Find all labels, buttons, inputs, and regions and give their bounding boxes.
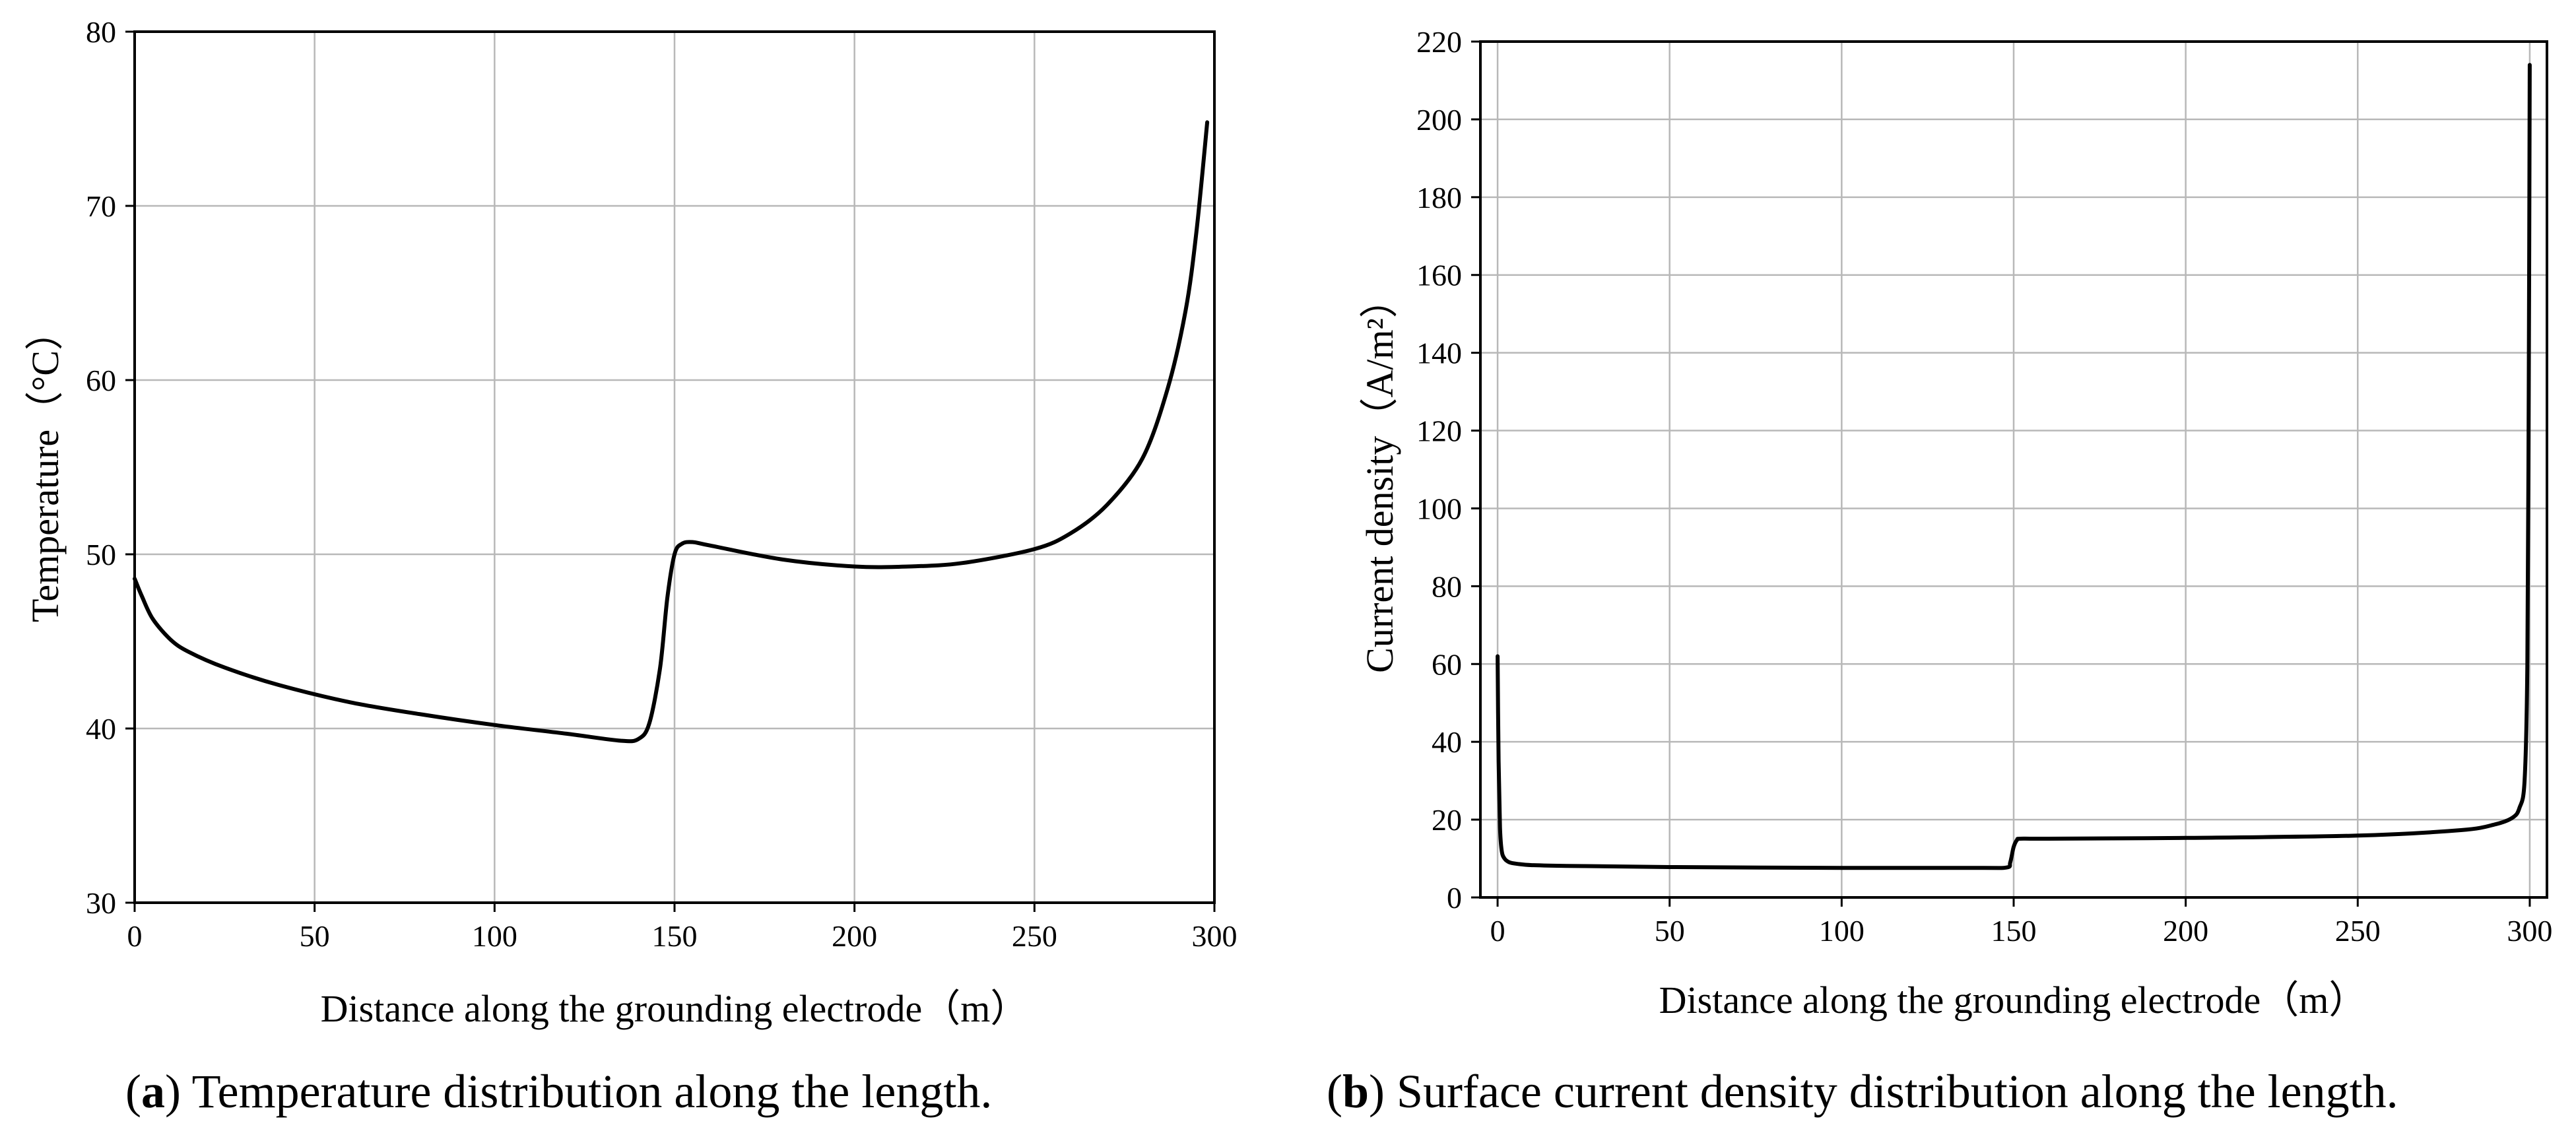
chart-a-y-tick-label: 80 (86, 15, 116, 49)
chart-b-x-tick-label: 100 (1819, 914, 1865, 948)
chart-b-y-ticks: 0 20 40 60 80 100 120 140 160 180 200 220 (1416, 25, 1480, 915)
chart-b-x-ticks: 0 50 100 150 200 250 300 (1490, 897, 2552, 948)
chart-b-y-tick-label: 160 (1416, 259, 1462, 292)
chart-b-x-tick-label: 0 (1490, 914, 1505, 948)
chart-b-y-tick-label: 60 (1432, 647, 1462, 681)
chart-a-x-tick-label: 250 (1012, 919, 1057, 953)
chart-b-x-tick-label: 300 (2507, 914, 2552, 948)
chart-a-x-tick-label: 150 (652, 919, 698, 953)
chart-b-caption: (b) Surface current density distribution… (1327, 1065, 2398, 1118)
chart-b-y-tick-label: 80 (1432, 569, 1462, 603)
chart-a-caption-letter: a (141, 1065, 165, 1118)
chart-a-caption-text: Temperature distribution along the lengt… (192, 1065, 993, 1118)
chart-b-caption-text: Surface current density distribution alo… (1397, 1065, 2398, 1118)
chart-b-y-tick-label: 120 (1416, 414, 1462, 448)
chart-a-x-tick-label: 300 (1192, 919, 1238, 953)
chart-a-grid (133, 30, 1216, 904)
chart-a-x-tick-label: 200 (832, 919, 877, 953)
chart-b-y-axis-label: Current density（A/m²） (1358, 280, 1401, 673)
chart-a-x-ticks: 0 50 100 150 200 250 300 (127, 903, 1238, 953)
chart-a-y-axis-label: Temperature（°C） (24, 312, 67, 622)
chart-b-y-tick-label: 0 (1447, 881, 1462, 915)
chart-b-x-tick-label: 200 (2163, 914, 2208, 948)
chart-b-x-tick-label: 150 (1991, 914, 2037, 948)
chart-a-y-ticks: 30 40 50 60 70 80 (86, 15, 135, 920)
chart-a-series-line (133, 120, 1210, 744)
chart-b-y-tick-label: 100 (1416, 492, 1462, 525)
chart-b-x-tick-label: 250 (2335, 914, 2381, 948)
chart-b-y-tick-label: 200 (1416, 103, 1462, 137)
chart-b-y-tick-label: 20 (1432, 803, 1462, 837)
chart-a-caption: (a) Temperature distribution along the l… (125, 1065, 992, 1118)
chart-a-y-tick-label: 60 (86, 364, 116, 397)
chart-a-y-tick-label: 40 (86, 712, 116, 746)
chart-b-y-tick-label: 40 (1432, 725, 1462, 759)
chart-a-x-tick-label: 100 (472, 919, 517, 953)
chart-a-y-tick-label: 50 (86, 538, 116, 571)
chart-a-x-axis-label: Distance along the grounding electrode（m… (321, 987, 1029, 1030)
chart-a: 0 50 100 150 200 250 300 30 40 50 60 70 80 Distance… (24, 15, 1238, 1118)
chart-b-series-line (1496, 63, 2532, 870)
chart-b-y-tick-label: 220 (1416, 25, 1462, 59)
chart-b-y-tick-label: 180 (1416, 181, 1462, 214)
chart-a-x-tick-label: 0 (127, 919, 143, 953)
chart-b-y-tick-label: 140 (1416, 337, 1462, 370)
chart-b-grid (1480, 40, 2547, 899)
chart-b-x-tick-label: 50 (1655, 914, 1685, 948)
chart-b: 0 50 100 150 200 250 300 0 20 40 60 80 100 120 140 160… (1327, 25, 2552, 1118)
chart-a-y-tick-label: 70 (86, 189, 116, 223)
chart-b-caption-letter: b (1342, 1065, 1369, 1118)
chart-b-x-axis-label: Distance along the grounding electrode（m… (1659, 979, 2367, 1021)
chart-a-y-tick-label: 30 (86, 886, 116, 920)
chart-a-x-tick-label: 50 (300, 919, 330, 953)
